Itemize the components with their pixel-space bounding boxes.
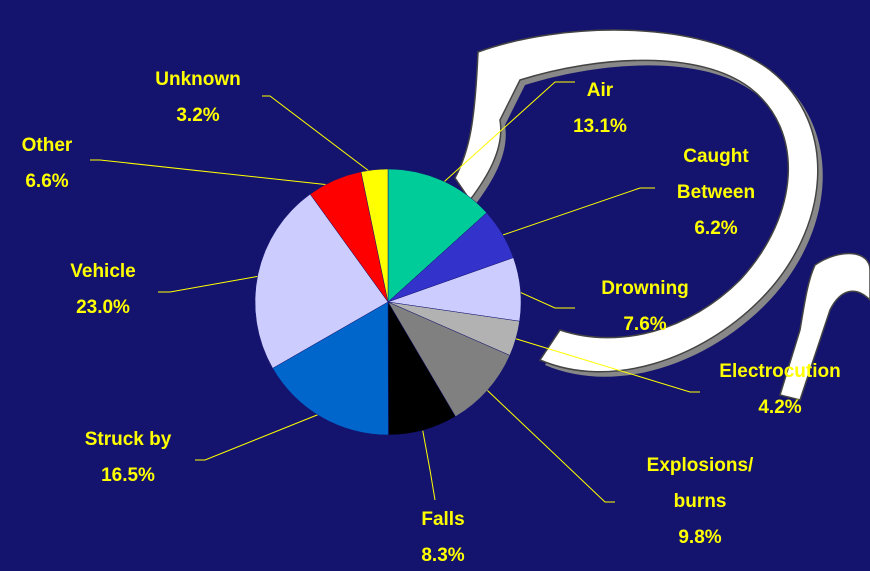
- slice-value: 3.2%: [176, 98, 219, 134]
- slice-value: 6.2%: [694, 211, 737, 247]
- slice-value: 9.8%: [678, 520, 721, 556]
- leader-line: [483, 386, 615, 502]
- leader-line: [158, 275, 264, 292]
- slice-label: Other: [22, 128, 73, 164]
- slice-value: 4.2%: [758, 390, 801, 426]
- slide: Air13.1% Caught Between6.2%Drowning7.6% El…: [0, 0, 870, 571]
- slice-value: 13.1%: [573, 109, 627, 145]
- slice-label: Falls: [421, 502, 464, 538]
- leader-line: [497, 188, 655, 237]
- slice-label: Air: [587, 73, 613, 109]
- leader-line: [262, 96, 375, 176]
- slice-label: Vehicle: [70, 254, 136, 290]
- leader-line: [195, 412, 325, 460]
- slice-value: 7.6%: [623, 307, 666, 343]
- slice-label: Caught Between: [677, 139, 755, 211]
- leader-line: [514, 290, 575, 308]
- slice-label: Electrocution: [719, 354, 840, 390]
- slice-value: 8.3%: [421, 538, 464, 571]
- slice-label: Struck by: [85, 422, 172, 458]
- leader-line: [90, 160, 337, 186]
- decorative-letter: [455, 30, 870, 400]
- slice-label: Explosions/ burns: [647, 448, 754, 520]
- pie: [255, 169, 521, 435]
- slice-value: 16.5%: [101, 458, 155, 494]
- slice-label: Drowning: [601, 271, 689, 307]
- slice-value: 23.0%: [76, 290, 130, 326]
- slice-value: 6.6%: [25, 164, 68, 200]
- slice-label: Unknown: [155, 62, 241, 98]
- leader-line: [422, 424, 435, 500]
